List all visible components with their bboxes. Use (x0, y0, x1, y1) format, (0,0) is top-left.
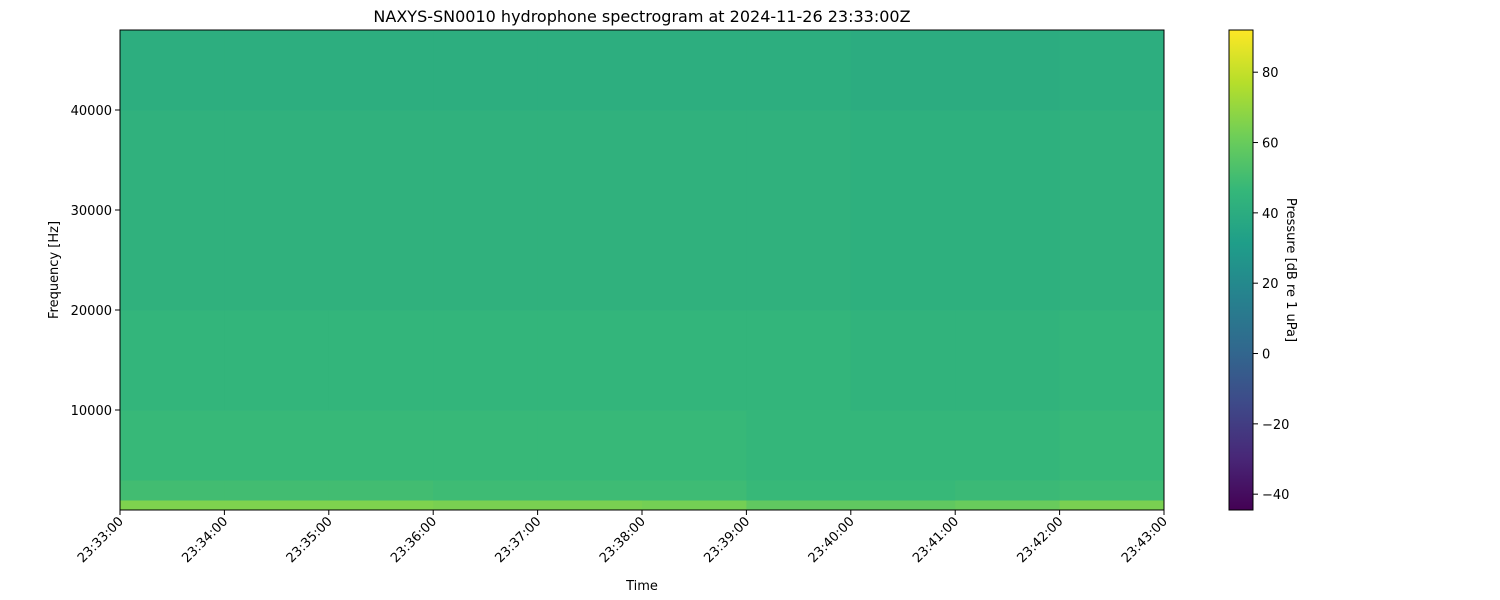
heatmap-cell (537, 110, 643, 311)
heatmap-cell (850, 310, 956, 411)
heatmap-cell (1059, 410, 1165, 481)
heatmap-cell (642, 110, 747, 311)
x-tick-label: 23:38:00 (597, 514, 649, 566)
heatmap-cell (850, 480, 956, 501)
heatmap-cell (224, 30, 330, 111)
heatmap-cell (955, 310, 1061, 411)
heatmap-cell (955, 500, 1061, 511)
heatmap-cell (1059, 110, 1165, 311)
heatmap-cell (955, 110, 1061, 311)
heatmap-cells (120, 30, 1165, 511)
heatmap-cell (1059, 30, 1165, 111)
y-axis: 10000 20000 30000 40000 (71, 104, 120, 419)
x-axis-label: Time (625, 579, 658, 594)
heatmap-cell (642, 480, 747, 501)
heatmap-cell (120, 30, 225, 111)
heatmap-cell (224, 310, 330, 411)
heatmap-cell (537, 410, 643, 481)
heatmap-cell (955, 480, 1061, 501)
x-tick-label: 23:35:00 (284, 514, 336, 566)
heatmap-cell (1059, 480, 1165, 501)
heatmap-cell (120, 480, 225, 501)
colorbar-tick-label: 20 (1262, 277, 1279, 292)
chart-title: NAXYS-SN0010 hydrophone spectrogram at 2… (373, 7, 910, 26)
heatmap-cell (850, 500, 956, 511)
colorbar-tick-label: −40 (1262, 488, 1289, 503)
heatmap-cell (433, 410, 539, 481)
heatmap-cell (537, 310, 643, 411)
heatmap-cell (642, 500, 747, 511)
heatmap-cell (850, 410, 956, 481)
heatmap-cell (224, 110, 330, 311)
y-tick-label: 30000 (71, 204, 112, 219)
x-tick-label: 23:39:00 (701, 514, 753, 566)
heatmap-cell (328, 410, 434, 481)
x-tick-label: 23:42:00 (1015, 514, 1067, 566)
heatmap-cell (328, 30, 434, 111)
heatmap-cell (224, 410, 330, 481)
heatmap-cell (850, 110, 956, 311)
heatmap-cell (120, 110, 225, 311)
y-tick-label: 40000 (71, 104, 112, 119)
colorbar-axis: −40 −20 0 20 40 60 80 (1253, 66, 1289, 503)
heatmap-cell (955, 410, 1061, 481)
heatmap-cell (537, 500, 643, 511)
x-tick-label: 23:36:00 (388, 514, 440, 566)
heatmap-cell (433, 500, 539, 511)
x-axis: 23:33:00 23:34:00 23:35:00 23:36:00 23:37:00… (75, 510, 1171, 566)
heatmap-cell (120, 410, 225, 481)
heatmap-cell (120, 500, 225, 511)
colorbar-tick-label: 60 (1262, 137, 1279, 152)
y-tick-label: 20000 (71, 304, 112, 319)
x-tick-label: 23:41:00 (910, 514, 962, 566)
heatmap-cell (433, 30, 539, 111)
x-tick-label: 23:37:00 (493, 514, 545, 566)
x-tick-label: 23:40:00 (806, 514, 858, 566)
heatmap-cell (746, 500, 852, 511)
x-tick-label: 23:33:00 (75, 514, 127, 566)
heatmap-cell (537, 480, 643, 501)
heatmap-cell (328, 500, 434, 511)
heatmap-cell (955, 30, 1061, 111)
heatmap-cell (224, 480, 330, 501)
heatmap-cell (433, 110, 539, 311)
heatmap-cell (328, 310, 434, 411)
colorbar-tick-label: 0 (1262, 348, 1270, 363)
heatmap-cell (642, 310, 747, 411)
heatmap-cell (224, 500, 330, 511)
heatmap-cell (746, 110, 852, 311)
heatmap-cell (328, 110, 434, 311)
y-axis-label: Frequency [Hz] (47, 221, 62, 319)
heatmap-cell (642, 30, 747, 111)
heatmap-cell (537, 30, 643, 111)
colorbar-tick-label: 40 (1262, 207, 1279, 222)
heatmap-cell (328, 480, 434, 501)
colorbar (1228, 29, 1254, 511)
heatmap-cell (850, 30, 956, 111)
y-tick-label: 10000 (71, 404, 112, 419)
colorbar-tick-label: 80 (1262, 66, 1279, 81)
heatmap-cell (433, 480, 539, 501)
heatmap-cell (433, 310, 539, 411)
heatmap-cell (746, 310, 852, 411)
heatmap-cell (746, 480, 852, 501)
heatmap-cell (746, 410, 852, 481)
colorbar-tick-label: −20 (1262, 418, 1289, 433)
heatmap-cell (120, 310, 225, 411)
heatmap-cell (642, 410, 747, 481)
x-tick-label: 23:34:00 (179, 514, 231, 566)
colorbar-label: Pressure [dB re 1 uPa] (1283, 198, 1298, 342)
heatmap-cell (1059, 310, 1165, 411)
x-tick-label: 23:43:00 (1119, 514, 1171, 566)
heatmap-cell (1059, 500, 1165, 511)
heatmap-cell (746, 30, 852, 111)
